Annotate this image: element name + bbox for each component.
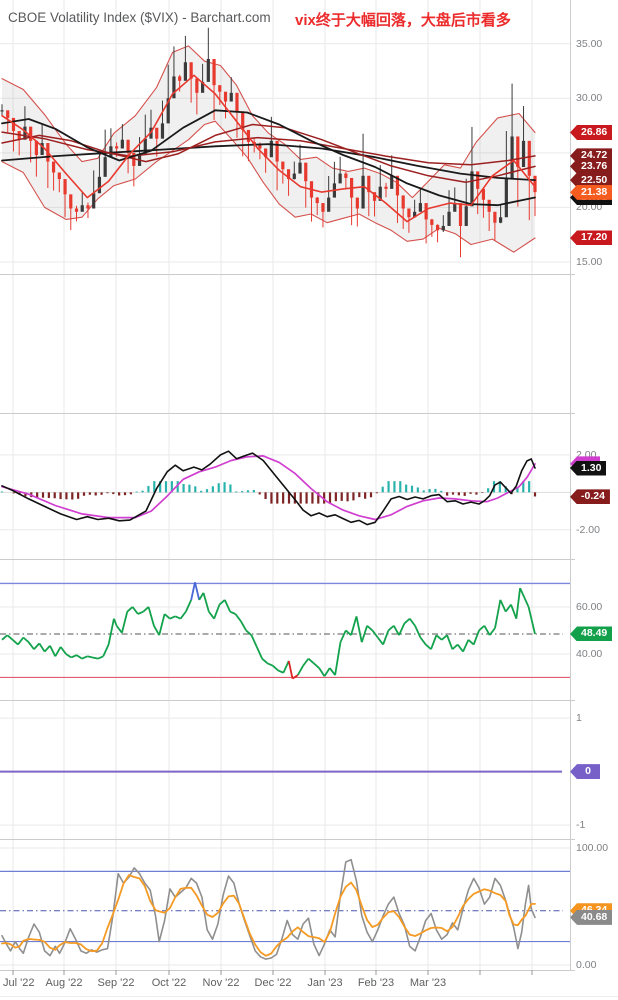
x-axis-month-label: Sep '22 [97,977,135,989]
x-axis-month-label: Dec '22 [254,977,292,989]
x-axis-month-label: Aug '22 [45,977,83,989]
y-axis-tick: 1 [576,712,582,725]
price-tag: -0.24 [570,489,610,505]
x-axis-month-label: Nov '22 [202,977,240,989]
y-axis-tick: 40.00 [576,647,603,660]
price-tag: 48.49 [570,626,613,642]
y-axis-tick: 35.00 [576,37,603,50]
y-axis-tick: 100.00 [576,842,609,854]
price-tag: 0 [570,764,600,780]
price-tag: 21.38 [570,184,613,200]
y-axis-tick: 0.00 [576,958,597,971]
price-tag: 1.30 [570,460,607,476]
x-axis-month-label: Mar '23 [409,977,447,989]
price-tag: 26.86 [570,125,613,141]
chart-annotation: vix终于大幅回落，大盘后市看多 [295,12,511,29]
x-axis-month-label: Jul '22 [3,977,35,989]
y-axis-tick: 30.00 [576,92,603,105]
y-axis-tick: -1 [576,819,586,832]
y-axis-tick: -2.00 [576,523,600,536]
price-tag: 40.68 [570,909,613,925]
y-axis-tick: 60.00 [576,600,603,613]
price-tag: 23.76 [570,158,613,174]
y-axis-tick: 15.00 [576,255,603,268]
price-tag: 22.50 [570,172,613,188]
price-tag: 17.20 [570,230,613,246]
x-axis-month-label: Oct '22 [151,977,187,989]
chart-title: CBOE Volatility Index ($VIX) - Barchart.… [8,10,271,25]
x-axis-month-label: Jan '23 [307,977,343,989]
x-axis-month-label: Feb '23 [357,977,395,989]
